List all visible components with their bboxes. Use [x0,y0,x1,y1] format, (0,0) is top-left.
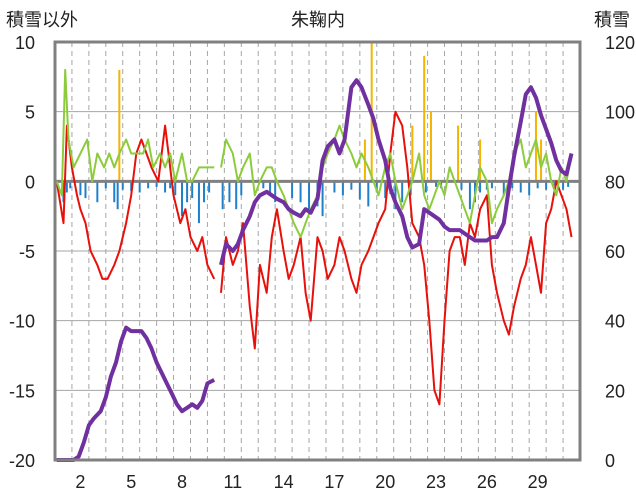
x-tick-label: 8 [177,472,187,492]
left-axis-ticks: 10 5 0 -5 -10 -15 -20 [9,33,35,471]
right-axis-ticks: 120 100 80 60 40 20 0 [605,33,635,471]
bar-layer [62,42,570,224]
left-tick-label: 10 [15,33,35,53]
right-tick-label: 120 [605,33,635,53]
right-tick-label: 80 [605,172,625,192]
left-tick-label: 0 [25,172,35,192]
x-tick-label: 29 [528,472,548,492]
gridlines [55,42,580,460]
green-series-line [55,68,215,197]
right-tick-label: 0 [605,451,615,471]
line-layer [55,68,574,462]
left-axis-label: 積雪以外 [6,10,78,31]
chart-title: 朱鞠内 [291,10,345,31]
right-tick-label: 40 [605,312,625,332]
left-tick-label: -5 [19,242,35,262]
plot-frame [53,40,582,462]
x-tick-label: 14 [274,472,294,492]
left-tick-label: -10 [9,312,35,332]
right-tick-label: 100 [605,103,635,123]
x-tick-label: 20 [375,472,395,492]
x-axis-ticks: 2 5 8 11 14 17 20 23 26 29 [75,472,547,492]
x-tick-label: 23 [426,472,446,492]
right-axis-label: 積雪 [594,10,630,31]
purple-series-line [219,78,574,266]
x-tick-label: 5 [126,472,136,492]
left-tick-label: 5 [25,103,35,123]
x-tick-label: 17 [324,472,344,492]
red-series-line [220,110,573,406]
x-tick-label: 11 [223,472,242,492]
x-tick-label: 26 [477,472,497,492]
right-tick-label: 60 [605,242,625,262]
purple-series-line [56,325,216,462]
red-series-line [55,124,216,280]
left-tick-label: -15 [9,381,35,401]
left-tick-label: -20 [9,451,35,471]
x-tick-label: 2 [75,472,85,492]
right-tick-label: 20 [605,381,625,401]
